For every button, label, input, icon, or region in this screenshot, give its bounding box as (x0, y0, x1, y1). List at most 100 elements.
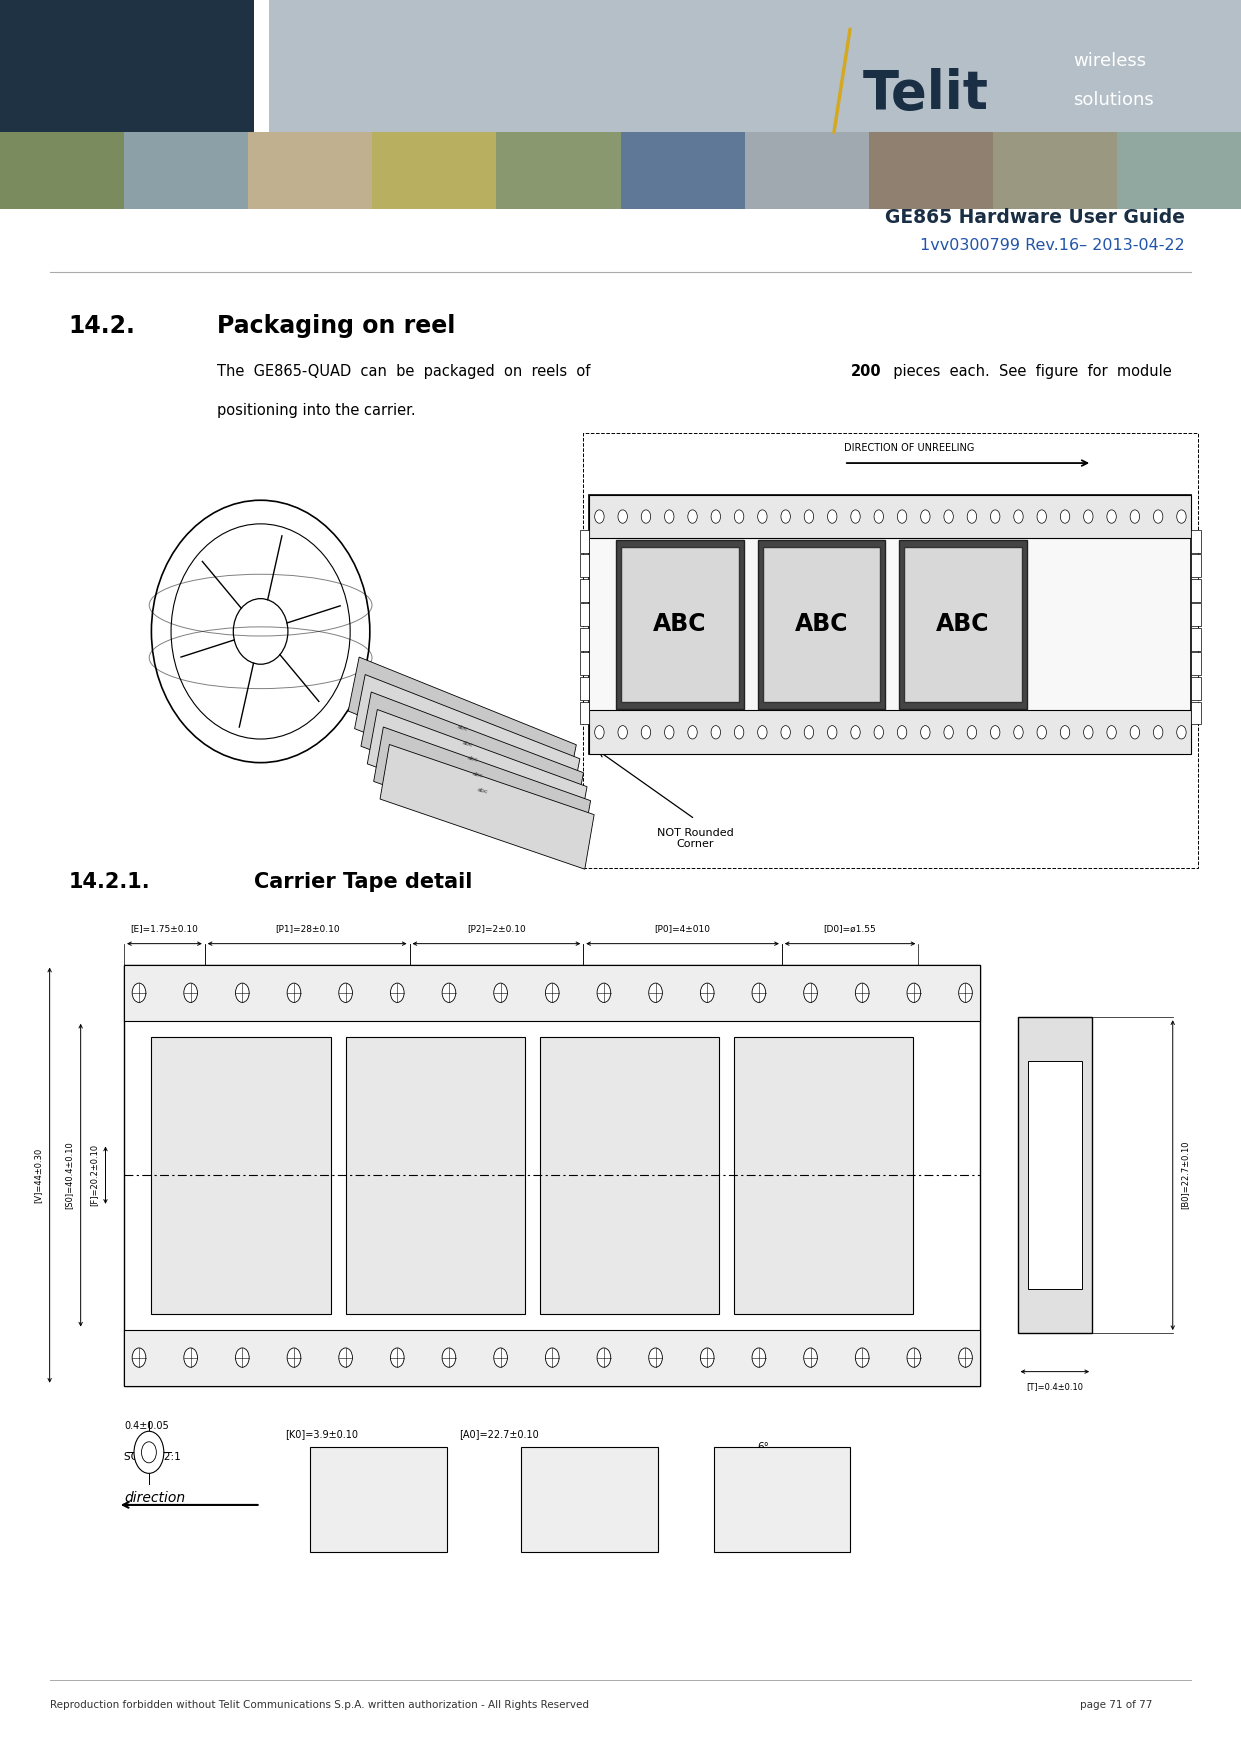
Circle shape (958, 1349, 973, 1368)
Circle shape (874, 510, 884, 523)
Text: 1vv0300799 Rev.16– 2013-04-22: 1vv0300799 Rev.16– 2013-04-22 (921, 239, 1185, 253)
Bar (580, 628, 589, 651)
Bar (898, 540, 1028, 709)
Text: SCALE  2:1: SCALE 2:1 (124, 1452, 181, 1463)
Circle shape (236, 1349, 249, 1368)
Circle shape (236, 982, 249, 1003)
Text: [D0]=ø1.55: [D0]=ø1.55 (824, 924, 876, 933)
Circle shape (664, 726, 674, 738)
Text: 14.2.1.: 14.2.1. (68, 872, 150, 893)
Polygon shape (361, 693, 583, 826)
Bar (589, 710, 1191, 754)
Polygon shape (374, 726, 591, 856)
Bar (372, 132, 496, 209)
Circle shape (688, 726, 697, 738)
Bar (1191, 554, 1201, 577)
Bar (1191, 603, 1201, 626)
Text: DIRECTION OF UNREELING: DIRECTION OF UNREELING (844, 442, 974, 453)
Circle shape (494, 1349, 508, 1368)
Circle shape (1176, 510, 1186, 523)
Circle shape (339, 1349, 352, 1368)
Bar (869, 132, 993, 209)
Text: ABC: ABC (936, 612, 990, 637)
Bar (580, 652, 589, 675)
Circle shape (758, 726, 767, 738)
Circle shape (967, 726, 977, 738)
Text: 200: 200 (851, 365, 882, 379)
Circle shape (339, 982, 352, 1003)
Text: 10°: 10° (757, 1477, 776, 1487)
Bar (757, 540, 886, 709)
Text: positioning into the carrier.: positioning into the carrier. (217, 403, 416, 417)
Text: direction: direction (124, 1491, 185, 1505)
Circle shape (944, 726, 953, 738)
Circle shape (597, 1349, 611, 1368)
Bar (124, 965, 980, 1386)
Text: [P1]=28±0.10: [P1]=28±0.10 (274, 924, 340, 933)
Text: 6°: 6° (757, 1442, 769, 1452)
Circle shape (781, 510, 791, 523)
Circle shape (597, 982, 611, 1003)
Text: [K0]=3.9±0.10: [K0]=3.9±0.10 (285, 1430, 359, 1440)
Text: [P2]=2±0.10: [P2]=2±0.10 (467, 924, 526, 933)
Circle shape (1131, 510, 1139, 523)
Text: abc: abc (457, 724, 468, 731)
Bar (254, 0, 269, 161)
Polygon shape (355, 675, 580, 812)
Text: Packaging on reel: Packaging on reel (217, 314, 455, 339)
Bar (583, 433, 1198, 868)
Circle shape (642, 510, 650, 523)
Circle shape (804, 1349, 818, 1368)
Text: [P0]=4±010: [P0]=4±010 (654, 924, 711, 933)
Bar (124, 132, 248, 209)
Circle shape (711, 726, 721, 738)
Text: Carrier Tape detail: Carrier Tape detail (254, 872, 473, 893)
Text: abc: abc (477, 788, 488, 795)
Circle shape (804, 510, 814, 523)
Circle shape (1014, 726, 1023, 738)
Bar (580, 530, 589, 553)
Bar (589, 495, 1191, 754)
Bar (616, 540, 745, 709)
Circle shape (594, 726, 604, 738)
Circle shape (752, 1349, 766, 1368)
Circle shape (958, 982, 973, 1003)
Bar (580, 603, 589, 626)
Text: abc: abc (467, 756, 478, 763)
Bar (620, 132, 745, 209)
Circle shape (711, 510, 721, 523)
Circle shape (1131, 726, 1139, 738)
Bar (248, 132, 372, 209)
Circle shape (1083, 726, 1093, 738)
Circle shape (828, 726, 836, 738)
Bar (580, 677, 589, 700)
Circle shape (287, 982, 300, 1003)
Bar (714, 1447, 850, 1552)
Circle shape (752, 982, 766, 1003)
Circle shape (700, 1349, 714, 1368)
Circle shape (141, 1442, 156, 1463)
Text: The  GE865-QUAD  can  be  packaged  on  reels  of: The GE865-QUAD can be packaged on reels … (217, 365, 599, 379)
Circle shape (391, 982, 405, 1003)
Circle shape (664, 510, 674, 523)
Text: ABC: ABC (653, 612, 707, 637)
Bar (1191, 652, 1201, 675)
Circle shape (855, 1349, 869, 1368)
Circle shape (391, 1349, 405, 1368)
Circle shape (545, 1349, 558, 1368)
Circle shape (618, 510, 628, 523)
Text: GE865 Hardware User Guide: GE865 Hardware User Guide (885, 209, 1185, 226)
Text: [E]=1.75±0.10: [E]=1.75±0.10 (130, 924, 199, 933)
Circle shape (184, 1349, 197, 1368)
Text: pieces  each.  See  figure  for  module: pieces each. See figure for module (884, 365, 1172, 379)
Circle shape (921, 510, 930, 523)
Circle shape (649, 1349, 663, 1368)
Circle shape (184, 982, 197, 1003)
Text: [S0]=40.4±0.10: [S0]=40.4±0.10 (65, 1142, 73, 1209)
Text: [V]=44±0.30: [V]=44±0.30 (34, 1147, 42, 1203)
Circle shape (1083, 510, 1093, 523)
Circle shape (921, 726, 930, 738)
Bar (1018, 1017, 1092, 1333)
Circle shape (1037, 726, 1046, 738)
Text: Reproduction forbidden without Telit Communications S.p.A. written authorization: Reproduction forbidden without Telit Com… (50, 1700, 588, 1710)
